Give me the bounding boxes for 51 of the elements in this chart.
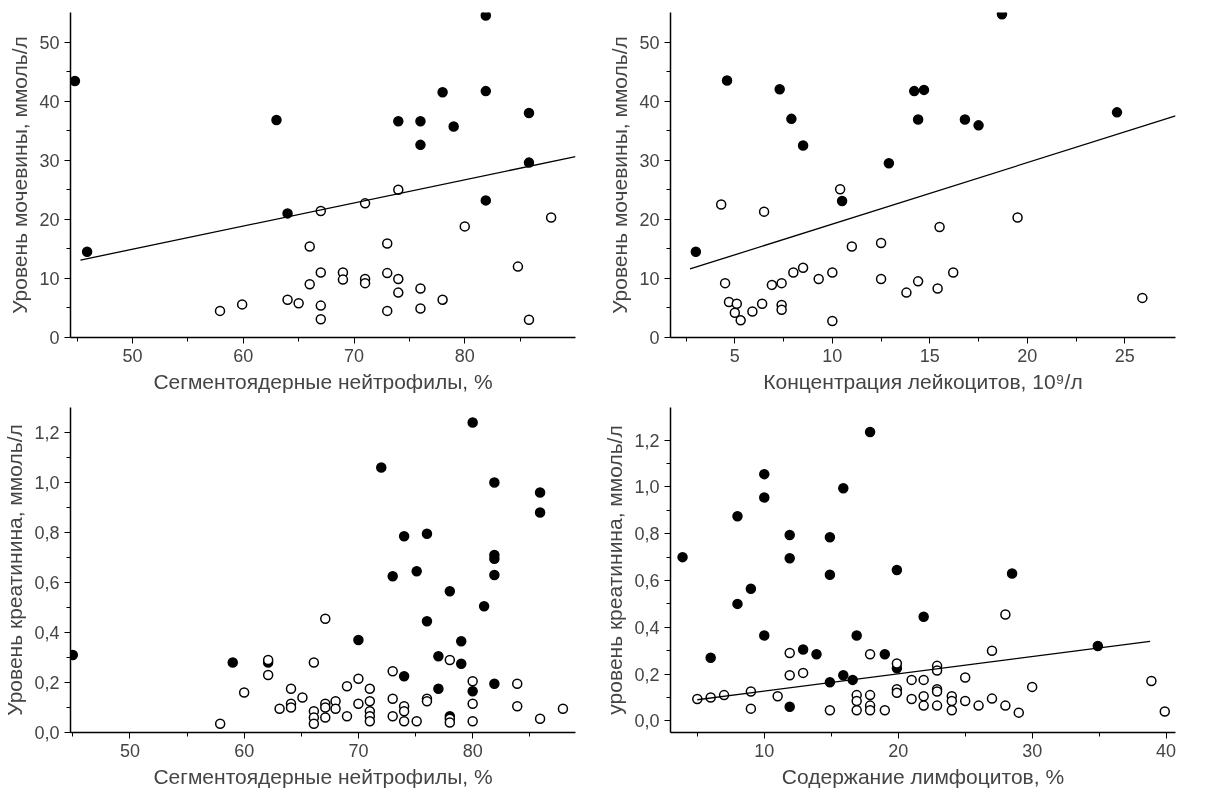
x-tick-label: 5 bbox=[729, 345, 740, 366]
y-tick-label: 40 bbox=[639, 91, 660, 112]
x-tick-label: 70 bbox=[348, 740, 369, 761]
y-tick-label: 0,6 bbox=[34, 573, 60, 593]
y-tick-label: 0,2 bbox=[34, 673, 60, 693]
x-axis-title: Сегментоядерные нейтрофилы, % bbox=[153, 369, 493, 393]
y-axis-title: Уровень креатинина, ммоль/л bbox=[3, 424, 27, 716]
y-tick-label: 0,0 bbox=[634, 711, 660, 732]
x-axis-title: Сегментоядерные нейтрофилы, % bbox=[153, 764, 493, 788]
y-tick-label: 0,8 bbox=[34, 523, 60, 543]
y-tick-label: 0 bbox=[49, 328, 60, 348]
y-axis-title: уровень креатинина, ммоль/л bbox=[603, 425, 627, 715]
y-tick-label: 40 bbox=[39, 91, 60, 112]
x-tick-label: 50 bbox=[119, 740, 140, 761]
y-tick-label: 0 bbox=[649, 328, 660, 348]
x-tick-label: 25 bbox=[1114, 345, 1135, 366]
y-tick-label: 50 bbox=[639, 32, 660, 53]
x-tick-label: 10 bbox=[754, 740, 775, 761]
x-tick-label: 60 bbox=[234, 740, 255, 761]
y-tick-label: 0,2 bbox=[634, 664, 660, 685]
x-tick-label: 20 bbox=[888, 740, 909, 761]
y-tick-label: 1,0 bbox=[634, 477, 660, 498]
x-tick-label: 10 bbox=[822, 345, 843, 366]
x-tick-label: 15 bbox=[919, 345, 940, 366]
y-tick-label: 10 bbox=[639, 268, 660, 289]
y-tick-label: 20 bbox=[39, 209, 60, 230]
y-tick-label: 30 bbox=[39, 150, 60, 171]
y-tick-label: 1,0 bbox=[34, 473, 60, 493]
x-tick-label: 50 bbox=[122, 345, 143, 366]
x-axis-title: Содержание лимфоцитов, % bbox=[781, 764, 1065, 788]
x-tick-label: 30 bbox=[1022, 740, 1043, 761]
y-tick-label: 1,2 bbox=[34, 423, 60, 443]
x-tick-label: 20 bbox=[1017, 345, 1038, 366]
y-tick-label: 0,0 bbox=[34, 723, 60, 743]
y-axis-title: Уровень мочевины, ммоль/л bbox=[608, 36, 632, 314]
y-tick-label: 0,4 bbox=[34, 623, 60, 643]
y-tick-label: 0,6 bbox=[634, 571, 660, 592]
y-tick-label: 0,4 bbox=[634, 617, 660, 638]
y-tick-label: 30 bbox=[639, 150, 660, 171]
y-tick-label: 0,8 bbox=[634, 524, 660, 545]
x-tick-label: 80 bbox=[462, 740, 483, 761]
y-tick-label: 50 bbox=[39, 32, 60, 53]
x-tick-label: 40 bbox=[1156, 740, 1177, 761]
y-tick-label: 20 bbox=[639, 209, 660, 230]
y-tick-label: 1,2 bbox=[634, 430, 660, 451]
x-tick-label: 70 bbox=[344, 345, 365, 366]
x-tick-label: 80 bbox=[454, 345, 475, 366]
y-axis-title: Уровень мочевины, ммоль/л bbox=[8, 36, 32, 314]
x-axis-title: Концентрация лейкоцитов, 10⁹/л bbox=[763, 369, 1083, 393]
x-tick-label: 60 bbox=[233, 345, 254, 366]
y-tick-label: 10 bbox=[39, 268, 60, 289]
